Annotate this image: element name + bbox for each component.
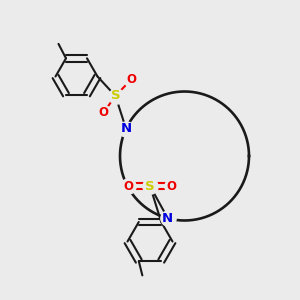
Text: O: O — [98, 106, 109, 119]
Text: O: O — [126, 73, 136, 86]
Text: S: S — [111, 89, 120, 103]
Text: S: S — [145, 179, 155, 193]
Text: O: O — [167, 179, 177, 193]
Text: O: O — [123, 179, 134, 193]
Text: N: N — [162, 212, 173, 225]
Text: N: N — [121, 122, 132, 135]
